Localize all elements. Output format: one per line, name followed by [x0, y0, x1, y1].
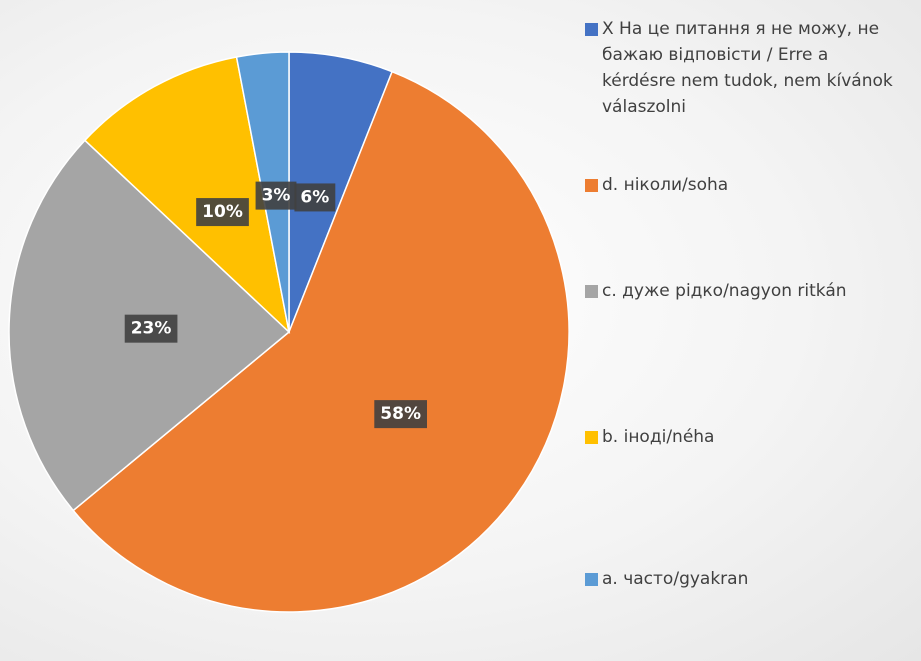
data-label: 6%	[294, 183, 336, 212]
legend-swatch	[585, 179, 598, 192]
legend-label: c. дуже рідко/nagyon ritkán	[602, 281, 847, 301]
pie-slice	[72, 70, 570, 613]
data-label: 58%	[374, 400, 427, 429]
legend-item: c. дуже рідко/nagyon ritkán	[585, 278, 905, 304]
legend-swatch	[585, 431, 598, 444]
legend-item: b. іноді/néha	[585, 424, 905, 450]
data-label-box	[124, 314, 178, 343]
legend-item: X На це питання я не можу, не бажаю відп…	[585, 16, 905, 120]
legend-item: d. ніколи/soha	[585, 172, 905, 198]
legend: X На це питання я не можу, не бажаю відп…	[585, 0, 915, 661]
data-label-box	[374, 400, 427, 429]
legend-swatch	[585, 285, 598, 298]
legend-label: d. ніколи/soha	[602, 175, 729, 195]
legend-item: a. часто/gyakran	[585, 566, 905, 592]
data-label-text: 23%	[131, 319, 172, 339]
data-label-text: 6%	[300, 187, 329, 207]
data-label-text: 10%	[202, 202, 243, 222]
legend-swatch	[585, 23, 598, 36]
data-label-text: 3%	[262, 186, 291, 206]
data-label-box	[294, 183, 336, 212]
data-label-box	[255, 181, 297, 210]
data-label-box	[196, 198, 249, 227]
legend-label: X На це питання я не можу, не бажаю відп…	[602, 19, 893, 117]
legend-label: a. часто/gyakran	[602, 569, 749, 589]
pie-slice	[83, 56, 291, 335]
legend-swatch	[585, 573, 598, 586]
data-label: 10%	[196, 198, 249, 227]
data-label: 23%	[124, 314, 178, 343]
data-label: 3%	[255, 181, 297, 210]
legend-label: b. іноді/néha	[602, 427, 715, 447]
data-label-text: 58%	[380, 404, 421, 424]
